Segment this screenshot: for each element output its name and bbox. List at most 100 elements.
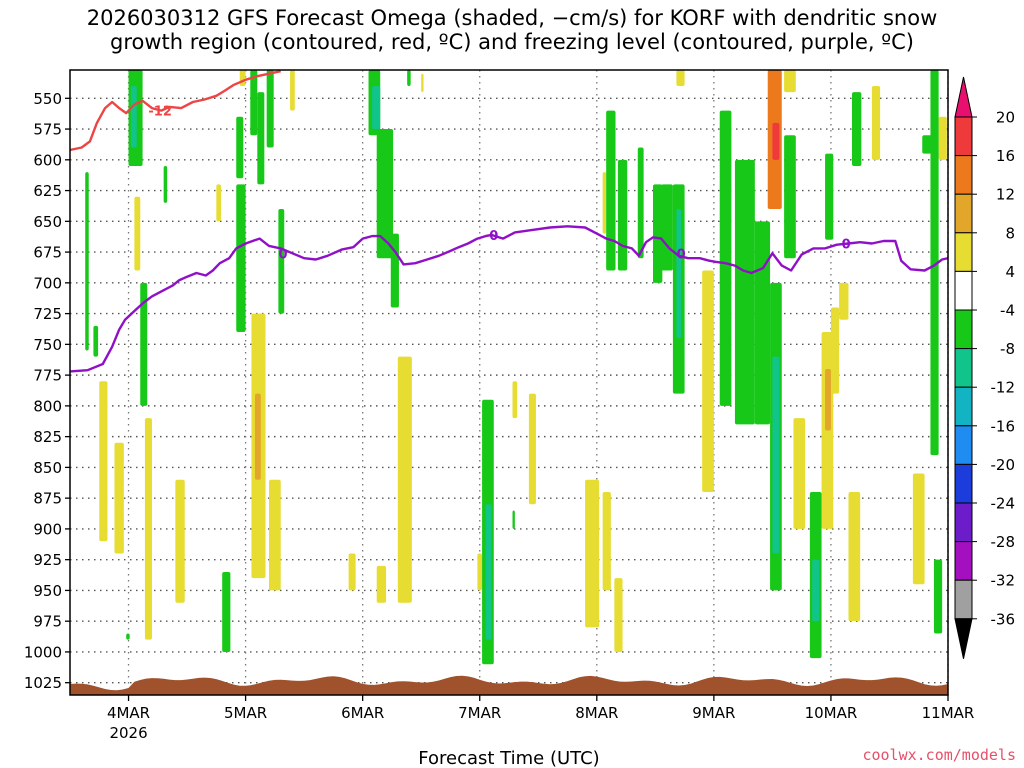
omega-negative-cell (266, 70, 274, 148)
omega-negative-cell (637, 147, 644, 259)
omega-negative-cell (754, 221, 771, 425)
omega-positive-cell (676, 70, 685, 86)
colorbar-bin (954, 541, 973, 581)
omega-negative-cell (852, 92, 862, 166)
omega-positive-cell (348, 553, 356, 591)
colorbar-label: -16 (991, 417, 1016, 435)
omega-positive-cell (421, 73, 424, 93)
omega-negative-cell (784, 135, 796, 259)
x-axis-label: Forecast Time (UTC) (418, 748, 599, 768)
omega-positive-cell (114, 442, 124, 554)
colorbar-bin (954, 155, 973, 195)
omega-positive-cell (376, 565, 387, 603)
omega-negative-cell (236, 116, 244, 179)
plot-border (69, 69, 949, 696)
omega-negative-cell (93, 325, 99, 357)
y-tick-label: 1000 (24, 643, 62, 661)
omega-positive-cell (702, 270, 714, 492)
freezing-level-line (70, 225, 948, 373)
omega-positive-cell (144, 418, 152, 640)
omega-negative-cell (825, 153, 834, 240)
colorbar-bin (954, 193, 973, 234)
y-tick-label: 575 (33, 121, 62, 139)
colorbar-bottom-arrow (954, 618, 973, 659)
y-tick-label: 850 (33, 459, 62, 477)
omega-positive-cell (825, 368, 831, 431)
colorbar-bin (954, 270, 973, 311)
y-tick-label: 725 (33, 305, 62, 323)
omega-negative-cell (617, 159, 628, 271)
chart-title: 2026030312 GFS Forecast Omega (shaded, −… (0, 6, 1024, 54)
omega-negative-cell (278, 209, 285, 314)
omega-negative-cell (676, 209, 682, 339)
y-tick-label: 600 (33, 151, 62, 169)
colorbar: 20 16 12 8 4 -4 -8 -12 -16 -20 -24 -28 -32 -36 (954, 76, 1016, 659)
omega-negative-cell (372, 85, 381, 130)
y-tick-label: 750 (33, 336, 62, 354)
omega-positive-cell (254, 393, 261, 480)
y-tick-label: 650 (33, 213, 62, 231)
omega-negative-cell (163, 165, 168, 203)
omega-positive-cell (912, 473, 925, 585)
y-tick-label: 925 (33, 551, 62, 569)
colorbar-bin (954, 232, 973, 272)
colorbar-bin (954, 425, 973, 465)
omega-positive-cell (99, 381, 108, 542)
omega-negative-cell (652, 184, 663, 283)
omega-positive-cell (239, 70, 246, 86)
omega-positive-cell (269, 479, 281, 591)
x-tick-label: 9MAR (692, 704, 735, 722)
colorbar-label: -8 (1000, 340, 1015, 358)
colorbar-label: -20 (991, 456, 1016, 474)
omega-negative-cell (407, 70, 411, 86)
omega-negative-cell (930, 70, 939, 456)
omega-positive-cell (175, 479, 185, 603)
chart-title-line-1: 2026030312 GFS Forecast Omega (shaded, −… (86, 6, 938, 30)
x-tick-label: 6MAR (341, 704, 384, 722)
omega-negative-cell (257, 92, 265, 185)
y-tick-label: 550 (33, 90, 62, 108)
y-tick-label: 975 (33, 613, 62, 631)
colorbar-label: -24 (991, 495, 1016, 513)
x-tick-year-label: 2026 (109, 724, 147, 742)
omega-negative-cell (933, 559, 943, 634)
x-tick-label: 7MAR (458, 704, 501, 722)
omega-negative-cell (485, 504, 492, 640)
omega-positive-cell (793, 418, 806, 529)
omega-negative-cell (661, 184, 673, 271)
colorbar-label: -12 (991, 379, 1016, 397)
colorbar-label: 4 (1005, 263, 1015, 281)
y-tick-label: 800 (33, 397, 62, 415)
x-tick-label: 10MAR (805, 704, 858, 722)
colorbar-label: 12 (996, 186, 1015, 204)
omega-negative-cell (140, 282, 148, 406)
omega-positive-cell (839, 282, 849, 320)
y-tick-label: 875 (33, 490, 62, 508)
omega-positive-cell (216, 184, 222, 222)
y-tick-label: 625 (33, 182, 62, 200)
omega-positive-cell (938, 116, 947, 160)
colorbar-bin (954, 116, 973, 157)
omega-negative-cell (85, 172, 89, 351)
colorbar-top-arrow (954, 76, 973, 118)
chart-title-line-2: growth region (contoured, red, ºC) and f… (110, 30, 914, 54)
colorbar-label: -36 (991, 610, 1016, 628)
omega-negative-cell (719, 110, 732, 406)
omega-negative-cell (772, 356, 780, 554)
y-tick-label: 700 (33, 274, 62, 292)
colorbar-label: 20 (996, 109, 1015, 127)
x-tick-label: 4MAR (107, 704, 150, 722)
omega-positive-cell (772, 122, 780, 160)
colorbar-bin (954, 579, 973, 620)
colorbar-bin (954, 309, 973, 350)
omega-positive-cell (784, 70, 796, 93)
colorbar-label: -32 (991, 572, 1016, 590)
omega-positive-cell (871, 85, 881, 160)
grid-lines (70, 70, 949, 695)
omega-positive-cell (134, 196, 141, 271)
y-tick-label: 1025 (24, 674, 62, 692)
dendritic-contour-label: -12 (148, 105, 172, 120)
omega-negative-cell (376, 129, 394, 259)
x-tick-label: 11MAR (922, 704, 975, 722)
